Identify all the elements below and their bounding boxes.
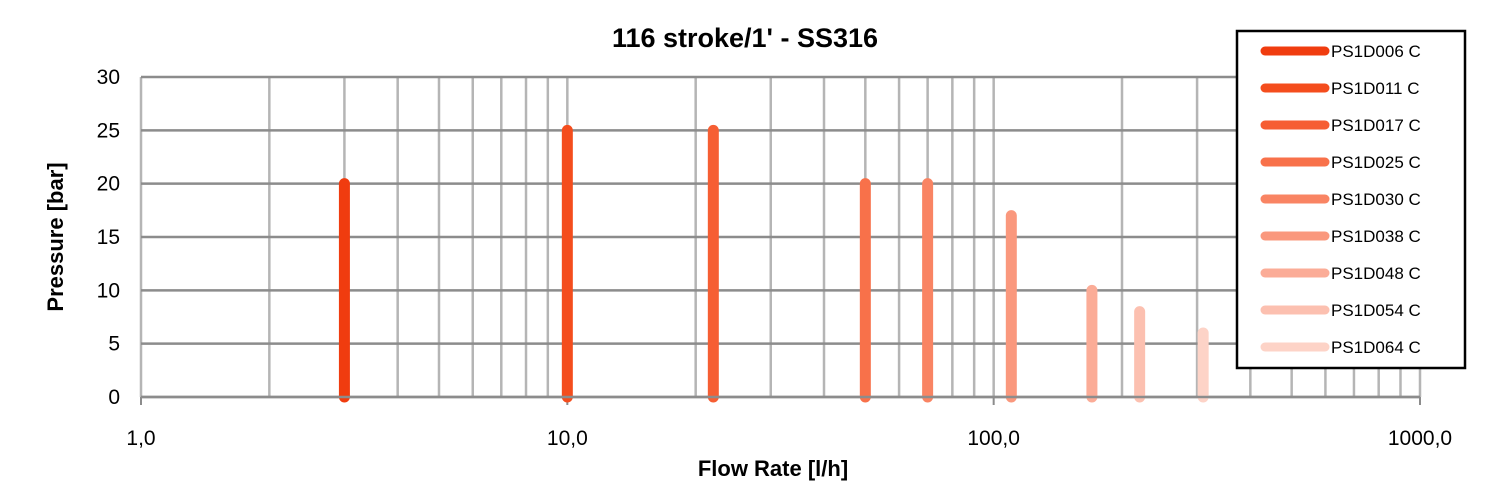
y-tick-label: 20: [97, 173, 120, 196]
x-tick-label: 1,0: [126, 427, 155, 450]
legend-label: PS1D006 C: [1331, 42, 1421, 61]
legend-items: PS1D006 C PS1D011 C PS1D017 C PS1D025 C PS1D…: [1260, 42, 1421, 357]
legend-label: PS1D064 C: [1331, 338, 1421, 357]
x-axis-ticks: 1,0 10,0 100,0 1000,0: [126, 397, 1452, 450]
legend-label: PS1D011 C: [1331, 79, 1420, 98]
series-group: [338, 124, 1209, 403]
x-tick-label: 1000,0: [1388, 427, 1452, 450]
y-tick-label: 10: [97, 279, 120, 302]
y-tick-label: 30: [97, 66, 120, 89]
x-tick-label: 10,0: [547, 427, 588, 450]
legend-label: PS1D048 C: [1331, 264, 1421, 283]
legend-label: PS1D025 C: [1331, 153, 1421, 172]
y-axis-ticks: 0 5 10 15 20 25 30: [97, 66, 120, 409]
y-tick-label: 5: [108, 333, 120, 356]
legend-label: PS1D038 C: [1331, 227, 1421, 246]
legend: PS1D006 C PS1D011 C PS1D017 C PS1D025 C PS1D…: [1235, 29, 1467, 370]
x-axis-label: Flow Rate [l/h]: [698, 456, 848, 481]
grid: [139, 75, 1422, 399]
legend-label: PS1D054 C: [1331, 301, 1421, 320]
y-tick-label: 15: [97, 226, 120, 249]
chart-title: 116 stroke/1' - SS316: [612, 23, 878, 53]
legend-label: PS1D030 C: [1331, 190, 1421, 209]
x-tick-label: 100,0: [967, 427, 1020, 450]
y-tick-label: 25: [97, 119, 120, 142]
y-tick-label: 0: [108, 386, 120, 409]
legend-label: PS1D017 C: [1331, 116, 1421, 135]
y-axis-label: Pressure [bar]: [43, 162, 68, 311]
